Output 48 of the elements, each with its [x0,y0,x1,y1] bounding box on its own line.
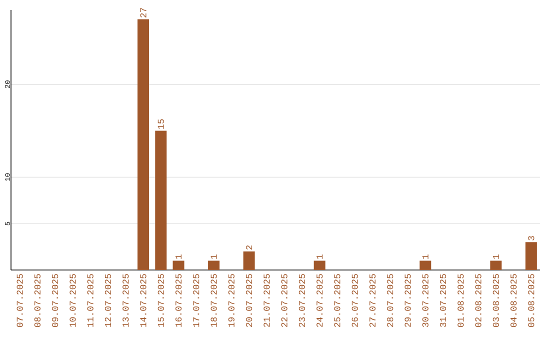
x-tick-label: 30.07.2025 [422,274,428,327]
data-label: 27 [140,8,146,18]
x-tick-label: 23.07.2025 [298,274,306,327]
data-label: 3 [528,236,534,240]
x-tick-label: 11.07.2025 [87,274,94,327]
x-tick-label: 22.07.2025 [281,274,288,327]
bar [243,251,255,270]
bar [490,260,502,270]
x-tick-label: 24.07.2025 [316,274,323,327]
data-label: 1 [316,254,323,259]
bar [155,130,167,270]
x-tick-label: 01.08.2025 [458,274,464,327]
x-tick-label: 18.07.2025 [210,274,217,327]
data-label: 1 [210,254,217,259]
bar [525,242,537,270]
x-tick-label: 29.07.2025 [404,274,411,327]
data-label: 15 [158,119,164,129]
x-tick-label: 28.07.2025 [387,274,394,327]
x-tick-label: 08.07.2025 [34,274,41,327]
x-tick-label: 21.07.2025 [264,274,270,327]
x-tick-label: 10.07.2025 [70,274,76,327]
data-label: 1 [176,254,182,259]
bar [138,19,150,270]
x-tick-label: 04.08.2025 [510,274,517,327]
bar [172,260,184,270]
x-tick-label: 07.07.2025 [16,274,23,327]
data-label: 2 [246,245,252,250]
x-tick-label: 27.07.2025 [369,274,376,327]
x-tick-label: 31.07.2025 [440,274,446,327]
x-tick-label: 09.07.2025 [52,274,58,327]
x-tick-label: 03.08.2025 [492,274,499,327]
x-tick-label: 15.07.2025 [158,274,164,327]
x-tick-label: 17.07.2025 [193,274,200,327]
data-label: 1 [422,254,428,259]
x-tick-label: 02.08.2025 [475,274,482,327]
x-tick-label: 13.07.2025 [122,274,129,327]
x-tick-label: 12.07.2025 [104,274,112,327]
x-tick-label: 20.07.2025 [246,274,252,327]
x-tick-label: 14.07.2025 [140,274,146,327]
data-label: 1 [492,254,499,259]
bar [420,260,432,270]
x-tick-label: 26.07.2025 [352,274,358,327]
x-tick-label: 05.08.2025 [528,274,534,327]
bar [314,260,326,270]
x-tick-label: 25.07.2025 [334,274,340,327]
bar [208,260,220,270]
x-tick-label: 16.07.2025 [175,274,182,327]
x-tick-label: 19.07.2025 [228,274,234,327]
